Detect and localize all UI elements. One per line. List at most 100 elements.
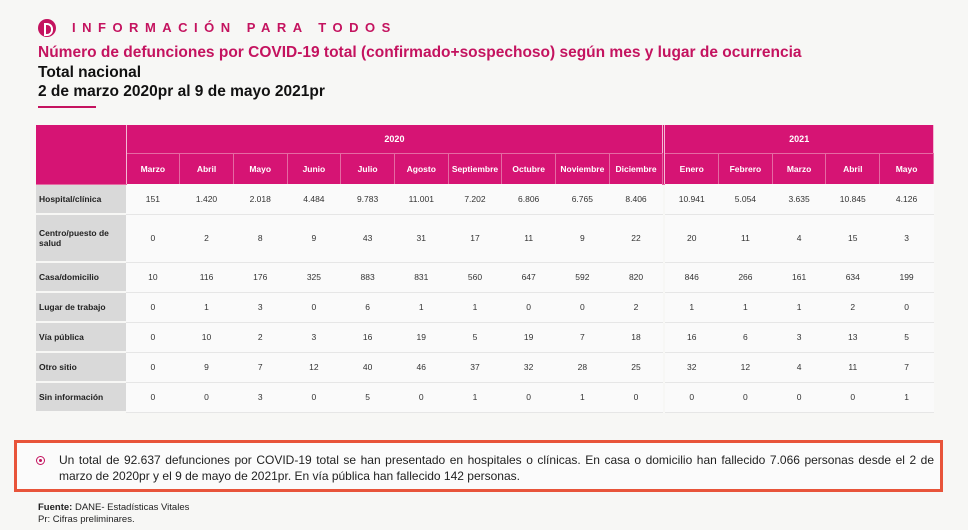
- table-cell: 0: [287, 292, 341, 323]
- table-cell: 5.054: [718, 184, 773, 215]
- source-text: DANE- Estadísticas Vitales: [72, 502, 190, 513]
- table-cell: 1: [448, 292, 502, 323]
- table-cell: 17: [448, 214, 502, 263]
- table-cell: 4: [772, 352, 826, 383]
- table-cell: 10: [179, 322, 234, 353]
- table-cell: 116: [179, 262, 234, 293]
- table-cell: 16: [664, 322, 719, 353]
- month-header-2021: Marzo: [772, 153, 827, 184]
- table-cell: 18: [609, 322, 663, 353]
- deaths-table: 2020 2021 Marzo Abril Mayo Junio Julio Agosto…: [36, 125, 934, 413]
- table-cell: 37: [448, 352, 502, 383]
- table-cell: 7: [879, 352, 934, 383]
- table-cell: 46: [394, 352, 449, 383]
- report-period: 2 de marzo 2020pr al 9 de mayo 2021pr: [38, 83, 325, 100]
- table-cell: 7: [555, 322, 610, 353]
- month-header-2020: Agosto: [394, 153, 449, 184]
- month-header-2021: Febrero: [718, 153, 773, 184]
- table-cell: 3: [287, 322, 341, 353]
- table-cell: 32: [664, 352, 719, 383]
- table-cell: 1: [664, 292, 719, 323]
- table-cell: 7: [233, 352, 288, 383]
- table-cell: 846: [664, 262, 719, 293]
- month-header-2020: Diciembre: [609, 153, 664, 184]
- year-header-row: 2020 2021: [36, 125, 934, 185]
- table-cell: 10.941: [664, 184, 719, 215]
- table-cell: 0: [825, 382, 880, 413]
- month-header-2020: Noviembre: [555, 153, 610, 184]
- table-cell: 0: [879, 292, 934, 323]
- table-cell: 3.635: [772, 184, 826, 215]
- table-cell: 43: [340, 214, 395, 263]
- table-cell: 0: [772, 382, 826, 413]
- table-cell: 0: [664, 382, 719, 413]
- table-row: Hospital/clínica 151 1.420 2.018 4.484 9.783 1…: [36, 184, 934, 215]
- row-label: Casa/domicilio: [36, 262, 126, 293]
- table-cell: 9.783: [340, 184, 395, 215]
- table-cell: 9: [555, 214, 610, 263]
- table-corner-cell: [36, 125, 127, 185]
- row-label: Hospital/clínica: [36, 184, 126, 215]
- month-header-2021: Enero: [664, 153, 720, 184]
- table-cell: 6.765: [555, 184, 610, 215]
- table-cell: 2: [825, 292, 880, 323]
- table-cell: 11: [718, 214, 773, 263]
- table-cell: 0: [179, 382, 234, 413]
- table-cell: 0: [287, 382, 341, 413]
- table-cell: 1: [555, 382, 610, 413]
- dane-logo-icon: [38, 19, 56, 37]
- table-cell: 15: [825, 214, 880, 263]
- table-cell: 2: [609, 292, 663, 323]
- table-cell: 199: [879, 262, 934, 293]
- month-header-2020: Septiembre: [448, 153, 503, 184]
- table-row: Vía pública 0 10 2 3 16 19 5 19 7 18 16 6 3 13 5: [36, 322, 934, 353]
- brand-tagline: INFORMACIÓN PARA TODOS: [72, 20, 397, 35]
- table-cell: 831: [394, 262, 449, 293]
- table-cell: 6.806: [501, 184, 556, 215]
- table-row: Centro/puesto de salud 0 2 8 9 43 31 17 11 9 22 20 1…: [36, 214, 934, 263]
- month-header-2020: Octubre: [501, 153, 556, 184]
- table-cell: 151: [126, 184, 180, 215]
- row-label: Vía pública: [36, 322, 126, 353]
- table-cell: 8.406: [609, 184, 663, 215]
- table-cell: 19: [501, 322, 556, 353]
- table-cell: 0: [501, 382, 556, 413]
- bullet-icon: [36, 456, 45, 465]
- table-cell: 2: [233, 322, 288, 353]
- table-cell: 592: [555, 262, 610, 293]
- table-row: Casa/domicilio 10 116 176 325 883 831 560 647 592…: [36, 262, 934, 293]
- table-cell: 3: [772, 322, 826, 353]
- deaths-table-container: 2020 2021 Marzo Abril Mayo Junio Julio Agosto…: [36, 125, 934, 413]
- table-cell: 5: [879, 322, 934, 353]
- month-header-2020: Marzo: [126, 153, 181, 184]
- table-cell: 13: [825, 322, 880, 353]
- table-cell: 0: [394, 382, 449, 413]
- table-cell: 3: [233, 292, 288, 323]
- month-header-2021: Abril: [825, 153, 881, 184]
- year-header-2020: 2020: [126, 125, 664, 154]
- table-cell: 0: [555, 292, 610, 323]
- table-cell: 2: [179, 214, 234, 263]
- table-cell: 11.001: [394, 184, 449, 215]
- table-cell: 1: [718, 292, 773, 323]
- table-cell: 634: [825, 262, 880, 293]
- table-cell: 31: [394, 214, 449, 263]
- table-row: Lugar de trabajo 0 1 3 0 6 1 1 0 0 2 1 1 1 2 0: [36, 292, 934, 323]
- month-header-2020: Julio: [340, 153, 395, 184]
- table-cell: 11: [825, 352, 880, 383]
- table-cell: 8: [233, 214, 288, 263]
- table-cell: 883: [340, 262, 395, 293]
- table-cell: 647: [501, 262, 556, 293]
- table-body: Hospital/clínica 151 1.420 2.018 4.484 9.783 1…: [36, 184, 934, 413]
- table-cell: 7.202: [448, 184, 502, 215]
- table-cell: 820: [609, 262, 663, 293]
- table-cell: 1.420: [179, 184, 234, 215]
- table-cell: 4.126: [879, 184, 934, 215]
- table-cell: 25: [609, 352, 663, 383]
- table-cell: 1: [772, 292, 826, 323]
- source-footer: Fuente: DANE- Estadísticas Vitales Pr: C…: [38, 502, 189, 526]
- table-cell: 40: [340, 352, 395, 383]
- row-label: Centro/puesto de salud: [36, 214, 126, 263]
- highlight-note-box: Un total de 92.637 defunciones por COVID…: [14, 440, 943, 492]
- table-cell: 3: [233, 382, 288, 413]
